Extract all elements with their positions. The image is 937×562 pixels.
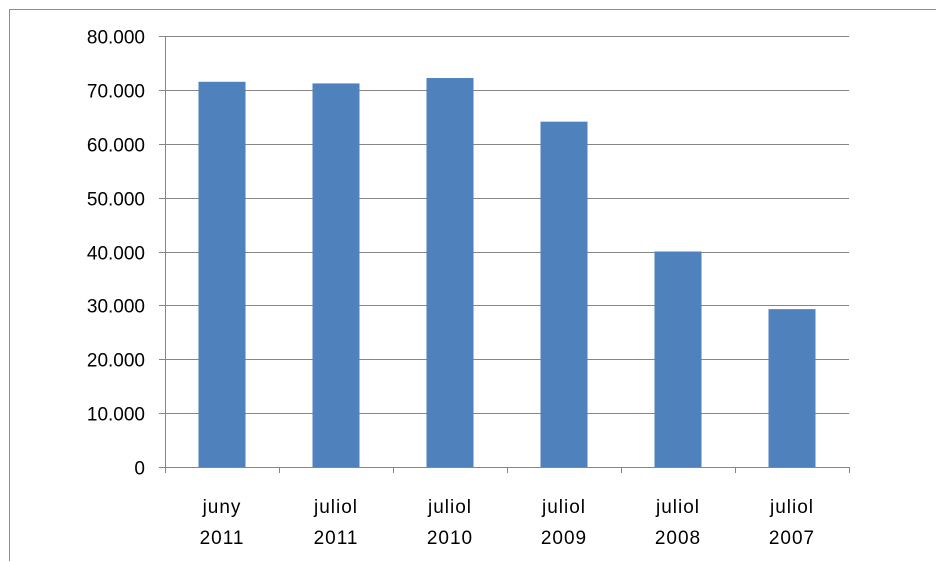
- y-axis: 0 10.000 20.000 30.000 40.000 50.000 60.000 70.…: [87, 28, 166, 480]
- x-tick-label: juny 2011: [200, 497, 245, 549]
- bar: [768, 309, 816, 467]
- x-tick-label: juliol 2008: [655, 497, 701, 549]
- bar: [426, 78, 474, 468]
- x-tick-label: juliol 2007: [769, 497, 815, 549]
- bars: [198, 78, 816, 468]
- y-tick-label: 10.000: [87, 405, 145, 426]
- y-tick-label: 70.000: [87, 82, 145, 103]
- y-tick-label: 60.000: [87, 136, 145, 157]
- y-tick-label: 80.000: [87, 28, 145, 49]
- x-axis: juny 2011 juliol 2011 juliol 2010 juliol 2009 ju…: [165, 467, 850, 549]
- y-tick-label: 20.000: [87, 351, 145, 372]
- bar: [540, 121, 588, 467]
- x-tick-label: juliol 2010: [427, 497, 473, 549]
- chart-frame: [9, 9, 936, 561]
- bar: [198, 81, 246, 467]
- x-tick-label: juliol 2009: [541, 497, 587, 549]
- bar: [312, 83, 360, 467]
- gridlines: [165, 36, 849, 414]
- y-tick-label: 30.000: [87, 297, 145, 318]
- y-tick-label: 50.000: [87, 190, 145, 211]
- bar: [654, 251, 702, 467]
- y-tick-label: 0: [134, 459, 145, 480]
- x-tick-label: juliol 2011: [313, 497, 358, 549]
- y-tick-label: 40.000: [87, 244, 145, 265]
